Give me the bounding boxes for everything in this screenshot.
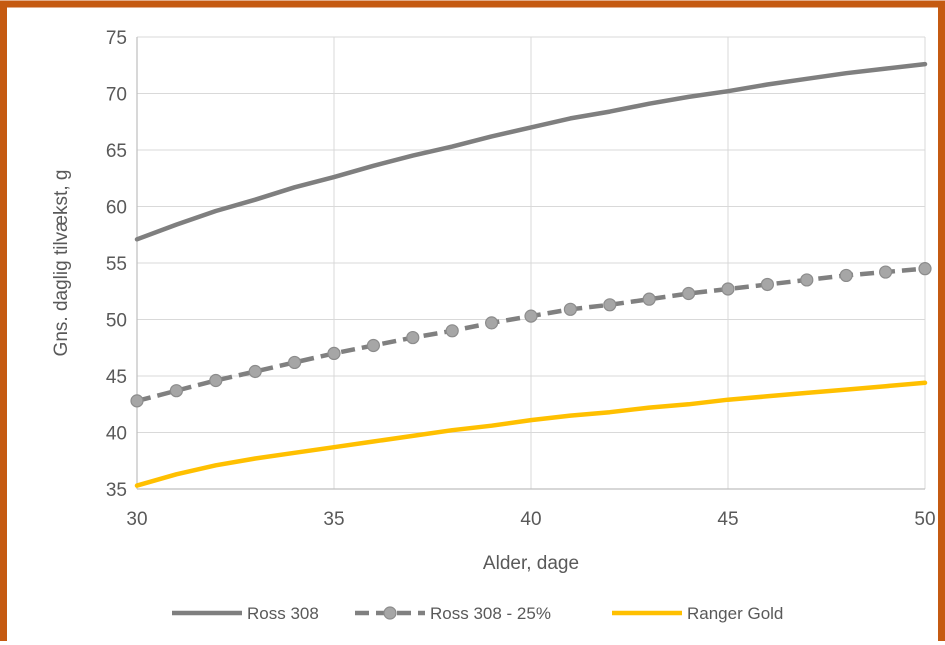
legend: Ross 308 Ross 308 - 25% Ranger Gold xyxy=(172,604,783,623)
data-point xyxy=(721,282,735,296)
legend-marker xyxy=(383,606,397,620)
y-tick-label: 70 xyxy=(106,85,127,106)
data-point xyxy=(485,316,499,330)
y-tick-label: 65 xyxy=(106,141,127,162)
gridlines xyxy=(137,36,926,489)
y-tick-label: 35 xyxy=(106,480,127,501)
y-tick-label: 45 xyxy=(106,367,127,388)
y-tick-label: 75 xyxy=(106,28,127,49)
x-tick-label: 30 xyxy=(126,509,147,530)
data-point xyxy=(563,302,578,316)
legend-label-1: Ross 308 - 25% xyxy=(430,604,551,623)
tick-labels: 35 40 45 50 55 60 65 70 75 30 35 40 45 50 xyxy=(106,28,936,530)
legend-label-0: Ross 308 xyxy=(247,604,319,623)
x-tick-label: 50 xyxy=(914,509,935,530)
axes xyxy=(136,37,925,490)
data-point xyxy=(288,355,302,370)
data-point xyxy=(603,298,617,312)
y-tick-label: 55 xyxy=(106,254,127,275)
data-point xyxy=(327,346,341,360)
x-tick-label: 40 xyxy=(520,509,541,530)
y-tick-label: 40 xyxy=(106,424,127,445)
data-point xyxy=(445,324,459,338)
data-point xyxy=(248,364,262,379)
data-point xyxy=(130,394,144,408)
data-point xyxy=(918,262,932,276)
x-tick-label: 45 xyxy=(717,509,738,530)
series-lines xyxy=(130,61,932,488)
legend-label-2: Ranger Gold xyxy=(687,604,783,623)
data-point xyxy=(760,277,775,292)
data-point xyxy=(642,292,656,306)
data-point xyxy=(800,273,814,287)
x-axis-title: Alder, dage xyxy=(483,553,579,574)
series-line-0 xyxy=(134,61,928,242)
data-point xyxy=(366,338,380,353)
y-tick-label: 50 xyxy=(106,311,127,332)
y-axis-title: Gns. daglig tilvækst, g xyxy=(51,170,72,357)
x-tick-label: 35 xyxy=(323,509,344,530)
data-point xyxy=(169,384,183,398)
data-point xyxy=(681,286,696,301)
series-line-2 xyxy=(134,380,928,488)
data-point xyxy=(406,330,420,345)
data-point xyxy=(878,265,893,279)
data-point xyxy=(524,309,538,323)
data-point xyxy=(209,373,223,388)
y-tick-label: 60 xyxy=(106,198,127,219)
data-point xyxy=(839,268,853,283)
